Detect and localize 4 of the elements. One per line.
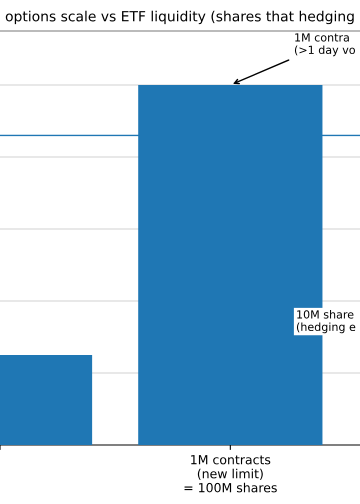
x-tick-label: 1M contracts (new limit) = 100M shares bbox=[184, 455, 277, 492]
annotation: 1M contra (>1 day vo bbox=[294, 33, 355, 56]
annotation: 10M share (hedging e bbox=[296, 310, 356, 334]
chart-title: options scale vs ETF liquidity (shares that hedging bbox=[6, 10, 354, 24]
